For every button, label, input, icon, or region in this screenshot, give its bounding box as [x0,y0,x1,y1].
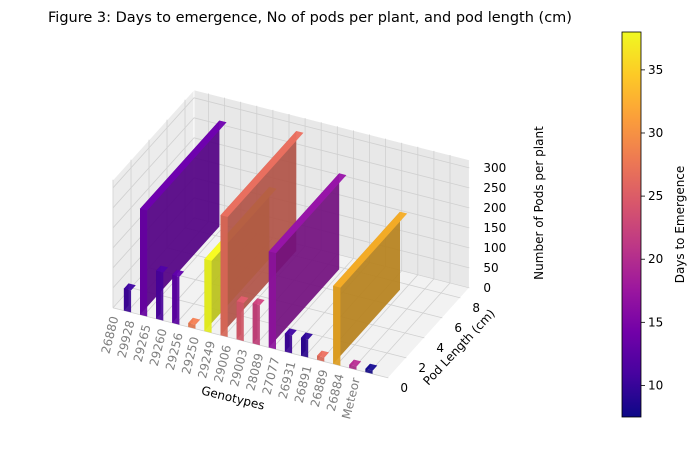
bar-29249 [220,131,304,337]
z-tick-label: 0 [483,281,491,295]
bar-top-face [301,332,313,340]
bar-front-face [220,215,228,337]
bar-26880 [123,283,136,313]
bar-front-face [268,251,276,350]
grid-line [112,97,195,189]
y-tick-label: 0 [400,381,408,395]
y-tick-label: 2 [418,361,426,375]
grid-line [193,97,470,169]
bar-front-face [349,364,357,370]
bar-top-face [317,350,329,358]
bar-top-face [123,283,136,291]
bar-front-face [252,303,260,346]
bar-26931 [301,332,313,358]
bar-top-face [140,120,227,211]
z-axis-label: Number of Pods per plant [532,126,546,280]
bar-top-face [188,317,201,325]
bar-28089 [268,173,347,350]
bar-side-face [268,173,340,348]
grid-line [336,274,419,366]
grid-line [112,137,195,229]
bar-top-face [349,359,362,367]
bar-29265 [156,265,168,321]
bar-top-face [220,131,304,217]
grid-line [193,137,470,209]
bar-front-face [236,301,244,342]
bar-front-face [317,355,325,362]
colorbar-tick-label: 25 [648,189,663,203]
bar-29928 [140,120,227,317]
z-tick-label: 50 [483,261,498,275]
bar-top-face [252,298,265,306]
bar-front-face [333,285,341,366]
bar-top-face [365,363,378,371]
bar-front-face [188,323,196,329]
z-tick-label: 100 [483,241,506,255]
y-tick-label: 8 [472,301,480,315]
grid-line [352,278,435,370]
y-tick-label: 6 [454,321,462,335]
grid-line [193,117,470,189]
bar-front-face [172,274,180,325]
bar-26889 [333,211,408,366]
bar-29260 [172,269,185,325]
bar-26891 [317,350,329,362]
bar-top-face [333,211,408,288]
colorbar-tick-label: 20 [648,252,663,266]
grid-line [112,117,195,209]
bar-top-face [172,269,185,277]
bar-29256 [188,317,201,329]
plot-area-3d: Meteor2688426889268912693127077280892900… [99,88,546,421]
bar-front-face [365,368,373,374]
y-tick-label: 4 [436,341,444,355]
colorbar-tick-label: 15 [648,315,663,329]
bar-27077 [284,328,297,354]
bar-29006 [236,296,249,342]
bar-front-face [140,208,148,317]
colorbar-tick-label: 10 [648,378,663,392]
z-tick-label: 300 [483,161,506,175]
chart-title: Figure 3: Days to emergence, No of pods … [48,10,572,26]
bar-29003 [252,298,265,346]
bar-front-face [301,337,309,358]
bar-top-face [268,173,347,254]
bar-side-face [333,211,400,364]
bar-top-face [156,265,168,273]
bar-Meteor [365,363,378,374]
bar-front-face [204,259,212,333]
colorbar-tick-label: 35 [648,63,663,77]
colorbar-bar [621,31,642,418]
bar-26884 [349,359,362,370]
bar-front-face [284,333,293,354]
colorbar-tick-label: 30 [648,126,663,140]
colorbar-label: Days to Emergence [673,166,687,284]
grid-line [368,282,451,374]
colorbar: 10 15 20 25 30 35 Days to Emergence [621,31,687,418]
bar-front-face [156,270,164,321]
bar-side-face [220,131,297,336]
z-tick-label: 200 [483,201,506,215]
bar-side-face [140,120,220,315]
bar-top-face [236,296,249,304]
bar-front-face [123,288,132,313]
z-tick-label: 150 [483,221,506,235]
z-tick-label: 250 [483,181,506,195]
bar-top-face [284,328,297,336]
